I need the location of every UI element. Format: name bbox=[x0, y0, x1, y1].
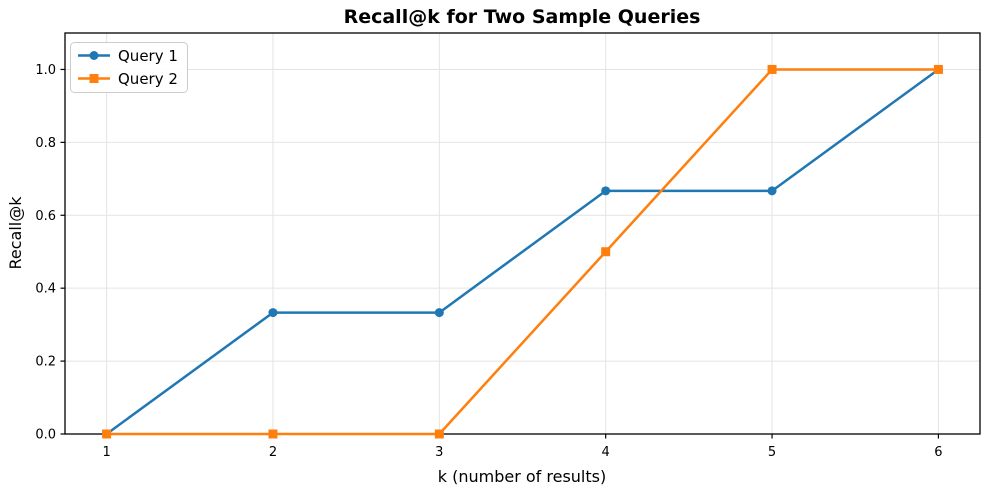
series-line bbox=[106, 68, 939, 436]
x-tick-label: 4 bbox=[602, 445, 610, 460]
series-1 bbox=[102, 64, 943, 439]
data-point-marker bbox=[434, 308, 444, 318]
y-axis-label: Recall@k bbox=[6, 196, 25, 270]
data-point-marker bbox=[102, 429, 112, 439]
data-point-marker bbox=[601, 247, 611, 257]
y-tick-label: 0.0 bbox=[35, 428, 56, 443]
legend-sample-marker bbox=[89, 74, 99, 83]
data-point-marker bbox=[767, 64, 777, 74]
x-tick-label: 2 bbox=[269, 445, 277, 460]
legend-label: Query 1 bbox=[118, 47, 178, 65]
data-point-marker bbox=[268, 429, 278, 439]
x-tick-label: 5 bbox=[768, 445, 776, 460]
legend-label: Query 2 bbox=[118, 70, 178, 88]
data-point-marker bbox=[434, 429, 444, 439]
y-tick-label: 0.4 bbox=[35, 282, 56, 297]
series-line bbox=[105, 68, 940, 436]
legend: Query 1 Query 2 bbox=[70, 42, 188, 93]
x-axis-label: k (number of results) bbox=[438, 467, 606, 486]
chart-title: Recall@k for Two Sample Queries bbox=[344, 6, 701, 28]
x-tick-label: 6 bbox=[934, 445, 942, 460]
data-point-marker bbox=[268, 308, 278, 318]
y-tick-label: 0.6 bbox=[35, 209, 56, 224]
x-tick-label: 3 bbox=[435, 445, 443, 460]
series-2 bbox=[102, 64, 943, 439]
legend-sample-marker bbox=[89, 51, 99, 60]
data-point-marker bbox=[933, 64, 943, 74]
data-point-marker bbox=[767, 186, 777, 196]
y-tick-label: 0.8 bbox=[35, 136, 56, 151]
plot-layer: 1 2 3 4 5 6 0.0 0.2 0.4 0.6 0.8 1.0 Query 1 Query 2 bbox=[35, 32, 981, 460]
legend-item: Query 1 bbox=[78, 47, 178, 65]
plot-border bbox=[64, 32, 981, 435]
y-tick-label: 0.2 bbox=[35, 355, 56, 370]
x-tick-label: 1 bbox=[102, 445, 110, 460]
legend-item: Query 2 bbox=[78, 70, 178, 88]
y-tick-label: 1.0 bbox=[35, 63, 56, 78]
data-point-marker bbox=[601, 186, 611, 196]
